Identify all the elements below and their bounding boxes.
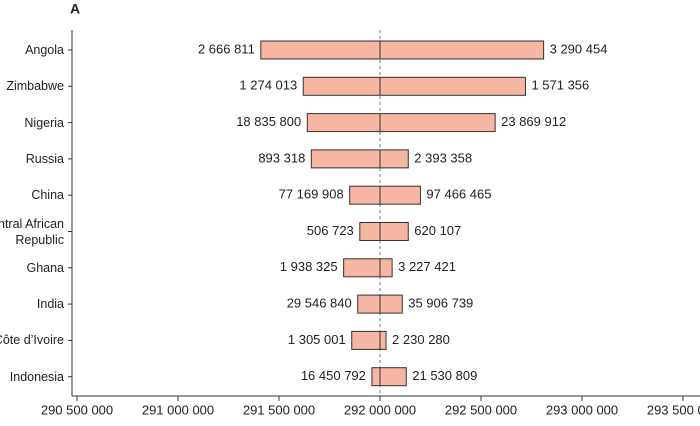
x-tick-label: 290 500 000 — [41, 402, 113, 417]
high-label: 2 230 280 — [392, 332, 450, 347]
low-label: 2 666 811 — [198, 41, 255, 56]
low-label: 893 318 — [258, 150, 305, 165]
high-label: 3 227 421 — [398, 259, 456, 274]
x-tick-label: 292 000 000 — [344, 402, 416, 417]
category-label: Russia — [25, 151, 64, 166]
low-label: 1 938 325 — [280, 259, 338, 274]
bar — [310, 149, 409, 169]
category-label: Indonesia — [9, 369, 64, 384]
low-label: 1 305 001 — [288, 332, 346, 347]
x-tick-label: 293 000 000 — [546, 402, 618, 417]
x-tick-label: 291 000 000 — [142, 402, 214, 417]
low-label: 18 835 800 — [236, 114, 301, 129]
high-label: 2 393 358 — [414, 150, 472, 165]
low-label: 16 450 792 — [301, 368, 366, 383]
bar — [371, 367, 407, 387]
high-label: 620 107 — [414, 223, 461, 238]
x-tick-label: 293 500 000 — [647, 402, 700, 417]
bar — [302, 76, 526, 96]
low-label: 1 274 013 — [239, 78, 297, 93]
bar — [306, 113, 496, 133]
low-label: 77 169 908 — [279, 187, 344, 202]
low-label: 29 546 840 — [287, 296, 352, 311]
high-label: 23 869 912 — [501, 114, 566, 129]
panel-label: A — [70, 1, 80, 17]
category-label: Central African Republic — [0, 216, 64, 247]
x-tick-label: 292 500 000 — [445, 402, 517, 417]
category-label: Côte d’Ivoire — [0, 333, 64, 348]
category-label: Ghana — [26, 260, 64, 275]
category-label: India — [36, 297, 64, 312]
x-tick-label: 291 500 000 — [243, 402, 315, 417]
high-label: 3 290 454 — [550, 41, 608, 56]
low-label: 506 723 — [307, 223, 354, 238]
bar — [349, 185, 421, 205]
bar — [351, 330, 387, 350]
high-label: 1 571 356 — [531, 78, 589, 93]
category-label: Zimbabwe — [6, 79, 64, 94]
category-label: China — [31, 188, 64, 203]
bar — [260, 40, 545, 60]
high-label: 35 906 739 — [408, 296, 473, 311]
high-label: 97 466 465 — [426, 187, 491, 202]
category-label: Angola — [25, 43, 64, 57]
high-label: 21 530 809 — [412, 368, 477, 383]
category-label: Nigeria — [24, 115, 64, 130]
bar — [343, 258, 393, 278]
bar — [359, 222, 409, 241]
